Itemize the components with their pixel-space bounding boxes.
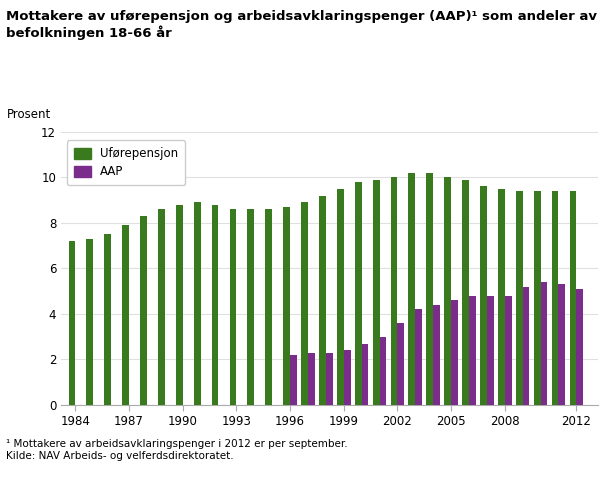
Bar	[326, 353, 332, 405]
Bar	[534, 191, 540, 405]
Bar	[229, 209, 236, 405]
Bar	[390, 177, 397, 405]
Bar	[570, 191, 576, 405]
Bar	[248, 209, 254, 405]
Bar	[523, 286, 529, 405]
Bar	[469, 296, 476, 405]
Bar	[337, 189, 343, 405]
Bar	[362, 344, 368, 405]
Bar	[68, 241, 75, 405]
Bar	[212, 204, 218, 405]
Bar	[373, 180, 379, 405]
Bar	[498, 189, 504, 405]
Legend: Uførepensjon, AAP: Uførepensjon, AAP	[67, 141, 185, 185]
Bar	[540, 282, 547, 405]
Bar	[462, 180, 469, 405]
Bar	[551, 191, 558, 405]
Bar	[516, 191, 523, 405]
Bar	[451, 300, 458, 405]
Bar	[158, 209, 165, 405]
Bar	[480, 186, 487, 405]
Bar	[194, 203, 201, 405]
Bar	[283, 207, 290, 405]
Bar	[355, 182, 362, 405]
Bar	[397, 323, 404, 405]
Text: Prosent: Prosent	[7, 108, 52, 121]
Bar	[319, 196, 326, 405]
Bar	[558, 285, 565, 405]
Bar	[379, 337, 386, 405]
Text: ¹ Mottakere av arbeidsavklaringspenger i 2012 er per september.
Kilde: NAV Arbei: ¹ Mottakere av arbeidsavklaringspenger i…	[6, 439, 348, 461]
Bar	[409, 173, 415, 405]
Bar	[343, 350, 351, 405]
Text: Mottakere av uførepensjon og arbeidsavklaringspenger (AAP)¹ som andeler av
befol: Mottakere av uførepensjon og arbeidsavkl…	[6, 10, 597, 40]
Bar	[426, 173, 433, 405]
Bar	[301, 203, 308, 405]
Bar	[87, 239, 93, 405]
Bar	[290, 355, 297, 405]
Bar	[104, 234, 111, 405]
Bar	[415, 309, 422, 405]
Bar	[308, 353, 315, 405]
Bar	[140, 216, 147, 405]
Bar	[487, 296, 493, 405]
Bar	[122, 225, 129, 405]
Bar	[265, 209, 272, 405]
Bar	[176, 204, 182, 405]
Bar	[444, 177, 451, 405]
Bar	[504, 296, 512, 405]
Bar	[433, 305, 440, 405]
Bar	[576, 289, 583, 405]
